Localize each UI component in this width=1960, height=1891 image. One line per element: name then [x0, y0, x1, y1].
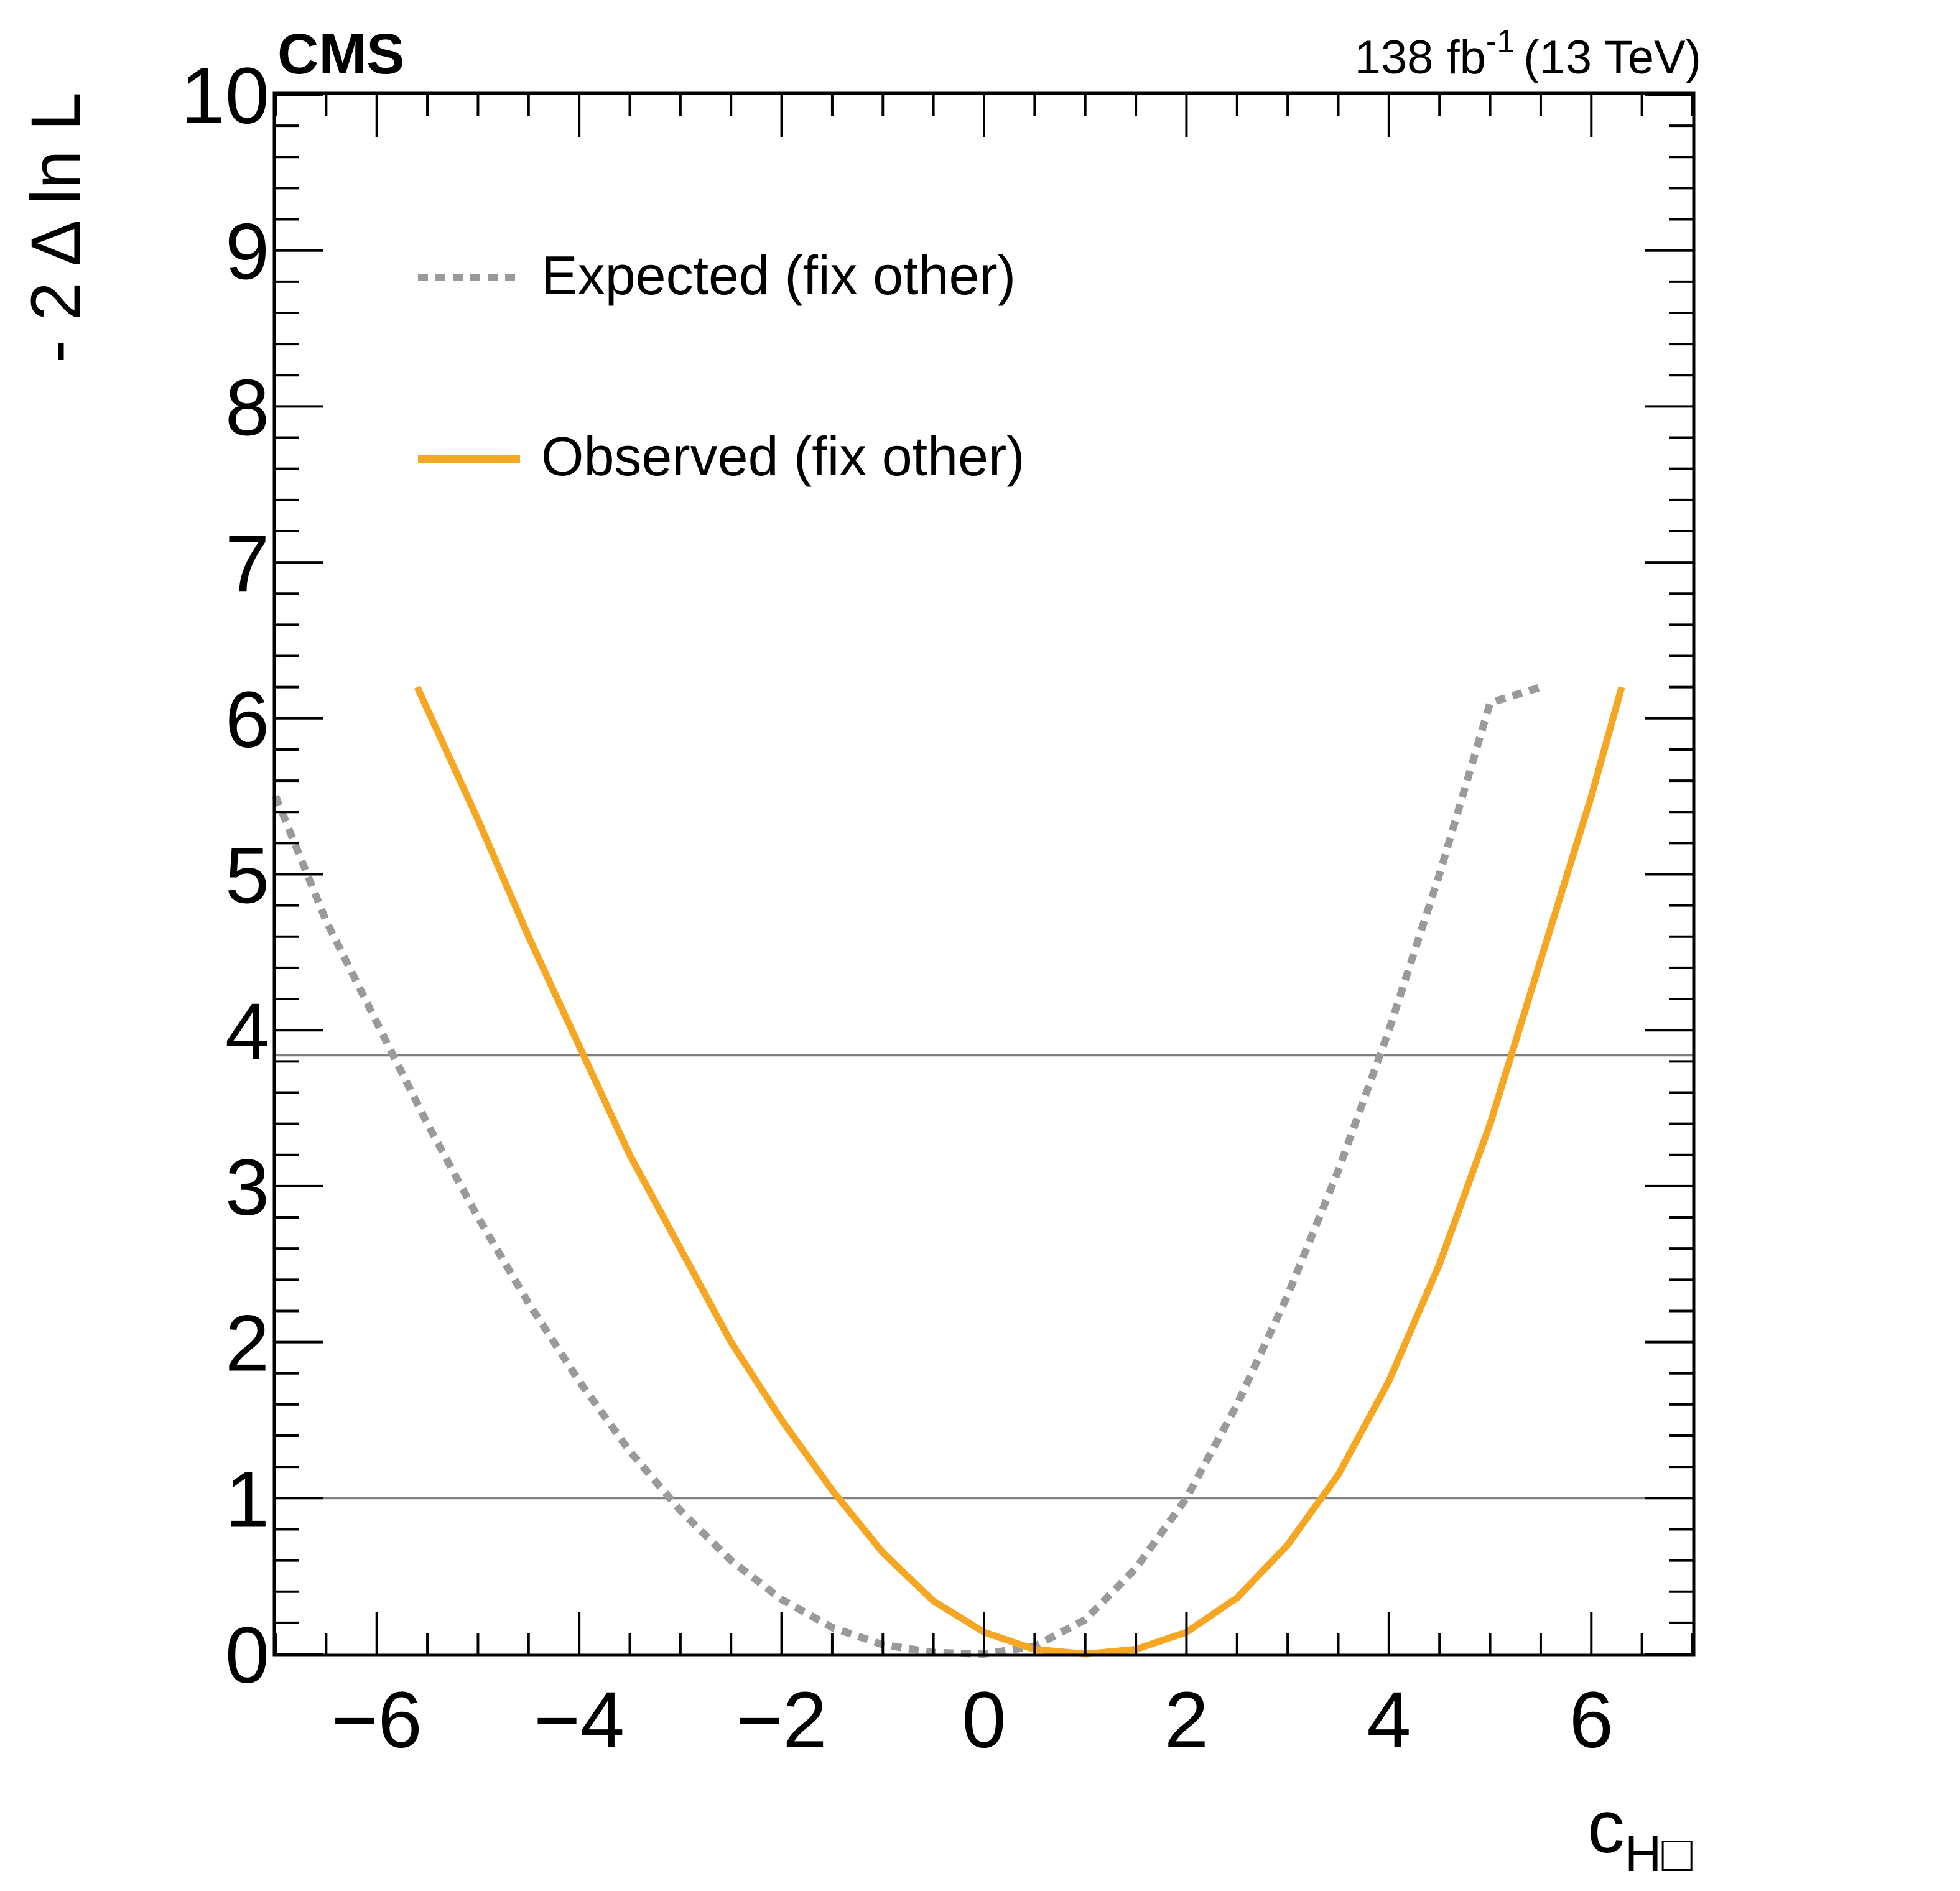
legend-expected-label: Expected (fix other) — [541, 244, 1016, 306]
energy-label: (13 TeV) — [1523, 31, 1701, 84]
lumi-value: 138 fb — [1355, 31, 1486, 84]
series-line-0 — [272, 683, 1542, 1658]
y-tick-label: 10 — [181, 52, 269, 141]
axis-ticks — [274, 93, 1694, 1655]
y-tick-label: 4 — [225, 987, 269, 1076]
reference-lines — [276, 1054, 1693, 1500]
x-tick-label: −4 — [534, 1676, 625, 1765]
y-tick-label: 8 — [225, 363, 269, 452]
series-group — [272, 683, 1625, 1658]
y-tick-label: 9 — [225, 208, 269, 297]
y-tick-label: 1 — [225, 1455, 269, 1544]
y-tick-label: 0 — [225, 1611, 269, 1700]
x-axis-label-main: c — [1587, 1785, 1625, 1869]
y-tick-label: 3 — [225, 1143, 269, 1232]
legend-observed-label: Observed (fix other) — [541, 425, 1025, 487]
x-axis-label-sub: H — [1625, 1826, 1661, 1882]
y-tick-label: 7 — [225, 519, 269, 608]
y-tick-label: 5 — [225, 832, 269, 921]
legend: Expected (fix other) Observed (fix other… — [418, 244, 1025, 487]
y-tick-label: 6 — [225, 676, 269, 764]
x-tick-label: 2 — [1164, 1676, 1209, 1765]
experiment-label: CMS — [277, 22, 404, 86]
x-tick-label: −6 — [332, 1676, 422, 1765]
x-axis-label: cH□ — [1587, 1785, 1693, 1882]
lumi-label: 138 fb-1 (13 TeV) — [1355, 24, 1701, 84]
y-axis-label: - 2 Δ ln L — [17, 92, 95, 363]
x-tick-label: −2 — [736, 1676, 827, 1765]
x-tick-label: 4 — [1367, 1676, 1411, 1765]
y-tick-label: 2 — [225, 1299, 269, 1388]
lumi-exponent: -1 — [1486, 24, 1515, 60]
x-axis-label-sub-symbol: □ — [1661, 1826, 1693, 1882]
x-tick-label: 0 — [962, 1676, 1006, 1765]
series-line-1 — [414, 685, 1625, 1658]
plot-frame — [272, 91, 1696, 1657]
axis-tick-labels: −6 −4 −2 0 2 4 6 0 1 2 3 4 5 6 7 8 9 10 — [181, 52, 1614, 1765]
x-tick-label: 6 — [1569, 1676, 1614, 1765]
